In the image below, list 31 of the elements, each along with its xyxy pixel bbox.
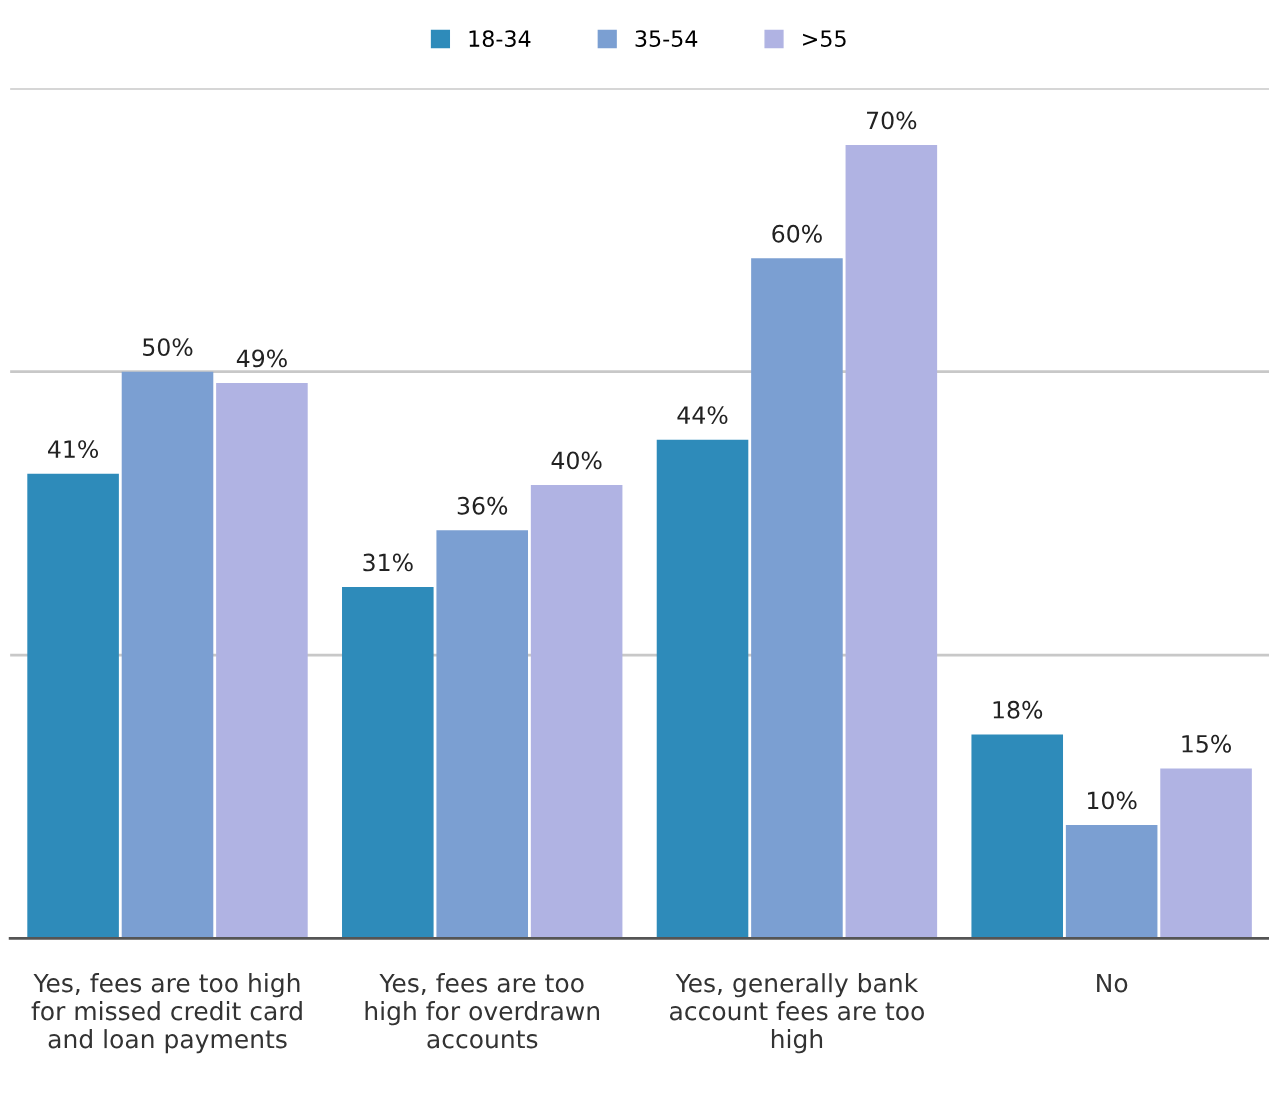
legend-label: 18-34 xyxy=(469,30,531,48)
data-label: 44% xyxy=(677,406,728,424)
bar xyxy=(1065,825,1158,939)
x-tick-label: Yes, fees are too high for overdrawn accounts xyxy=(365,973,600,1049)
bar xyxy=(216,383,308,939)
data-label: 18% xyxy=(993,700,1043,719)
x-tick-label: No xyxy=(1097,973,1128,993)
bar xyxy=(656,439,749,939)
data-label: 31% xyxy=(363,553,413,572)
data-label: 41% xyxy=(48,440,99,458)
bar xyxy=(1160,768,1252,939)
x-tick-label: Yes, generally bank account fees are too high xyxy=(670,973,924,1054)
data-label: 49% xyxy=(236,349,287,368)
data-label: 15% xyxy=(1182,734,1231,753)
bar xyxy=(751,258,843,939)
bar xyxy=(971,734,1064,939)
legend-label: 35-54 xyxy=(635,30,698,48)
data-label: 10% xyxy=(1088,791,1137,810)
bar xyxy=(845,144,938,939)
data-label: 50% xyxy=(143,338,193,356)
legend-label: >55 xyxy=(803,30,846,48)
data-label: 60% xyxy=(772,224,822,243)
data-label: 70% xyxy=(867,111,917,130)
data-label: 36% xyxy=(457,496,508,515)
bar xyxy=(342,587,434,939)
data-label: 40% xyxy=(551,451,602,470)
bar xyxy=(27,473,119,939)
bar xyxy=(530,485,623,939)
bar xyxy=(121,371,214,939)
bar xyxy=(436,530,529,939)
x-tick-label: Yes, fees are too high for missed credit card and loan payments xyxy=(31,973,302,1054)
